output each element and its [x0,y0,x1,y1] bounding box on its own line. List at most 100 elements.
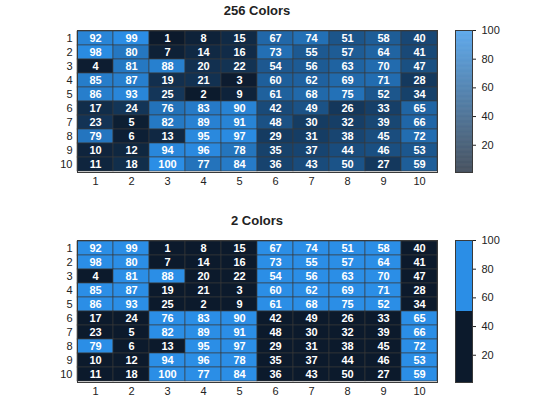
svg-text:29: 29 [269,130,281,142]
svg-text:67: 67 [269,32,281,44]
svg-text:92: 92 [89,32,101,44]
svg-text:45: 45 [377,130,389,142]
svg-text:2: 2 [66,256,72,268]
svg-text:30: 30 [305,326,317,338]
svg-text:19: 19 [161,74,173,86]
svg-text:96: 96 [197,144,209,156]
svg-text:1: 1 [92,175,98,187]
svg-text:6: 6 [272,385,278,397]
svg-text:54: 54 [269,60,282,72]
svg-text:100: 100 [158,158,176,170]
svg-text:69: 69 [341,74,353,86]
svg-text:40: 40 [413,242,425,254]
svg-text:66: 66 [413,116,425,128]
svg-text:1: 1 [164,32,170,44]
svg-text:48: 48 [269,116,281,128]
svg-text:36: 36 [269,158,281,170]
svg-text:7: 7 [66,326,72,338]
svg-text:52: 52 [377,88,389,100]
svg-text:2: 2 [128,175,134,187]
svg-text:95: 95 [197,130,209,142]
svg-text:76: 76 [161,102,173,114]
svg-text:1: 1 [66,32,72,44]
svg-text:58: 58 [377,32,389,44]
svg-text:100: 100 [158,368,176,380]
svg-text:75: 75 [341,298,353,310]
svg-text:8: 8 [66,130,72,142]
svg-text:46: 46 [377,144,389,156]
svg-text:39: 39 [377,326,389,338]
svg-text:7: 7 [164,46,170,58]
svg-text:51: 51 [341,32,353,44]
svg-text:98: 98 [89,46,101,58]
svg-text:84: 84 [233,158,246,170]
svg-text:5: 5 [66,298,72,310]
svg-text:57: 57 [341,256,353,268]
svg-text:80: 80 [482,53,494,65]
svg-text:28: 28 [413,284,425,296]
svg-text:23: 23 [89,326,101,338]
svg-text:29: 29 [269,340,281,352]
svg-text:97: 97 [233,340,245,352]
svg-text:5: 5 [66,88,72,100]
svg-text:7: 7 [308,385,314,397]
svg-text:87: 87 [125,284,137,296]
svg-text:54: 54 [269,270,282,282]
svg-text:3: 3 [236,74,242,86]
svg-text:79: 79 [89,130,101,142]
svg-text:20: 20 [482,139,494,151]
svg-text:67: 67 [269,242,281,254]
svg-text:27: 27 [377,158,389,170]
svg-text:47: 47 [413,270,425,282]
svg-text:32: 32 [341,116,353,128]
svg-text:31: 31 [305,130,317,142]
svg-text:85: 85 [89,74,101,86]
svg-text:9: 9 [236,298,242,310]
svg-text:2: 2 [66,46,72,58]
svg-text:18: 18 [125,368,137,380]
svg-text:9: 9 [380,175,386,187]
svg-text:21: 21 [197,284,209,296]
svg-text:17: 17 [89,312,101,324]
svg-text:93: 93 [125,88,137,100]
svg-text:4: 4 [92,60,99,72]
svg-text:32: 32 [341,326,353,338]
svg-text:4: 4 [92,270,99,282]
svg-text:45: 45 [377,340,389,352]
svg-text:33: 33 [377,312,389,324]
svg-text:66: 66 [413,326,425,338]
svg-text:26: 26 [341,102,353,114]
svg-text:11: 11 [90,368,102,380]
svg-text:50: 50 [341,158,353,170]
svg-text:53: 53 [413,144,425,156]
svg-text:60: 60 [482,291,494,303]
svg-text:63: 63 [341,60,353,72]
svg-text:7: 7 [308,175,314,187]
svg-text:64: 64 [377,46,390,58]
svg-text:89: 89 [197,116,209,128]
svg-text:9: 9 [66,144,72,156]
svg-text:10: 10 [89,354,101,366]
svg-text:6: 6 [272,175,278,187]
svg-text:25: 25 [161,298,173,310]
svg-text:77: 77 [197,368,209,380]
svg-text:34: 34 [413,88,426,100]
svg-text:61: 61 [269,88,281,100]
svg-text:95: 95 [197,340,209,352]
svg-text:42: 42 [269,102,281,114]
svg-text:76: 76 [161,312,173,324]
svg-text:56: 56 [305,60,317,72]
svg-text:10: 10 [60,158,72,170]
svg-text:19: 19 [161,284,173,296]
svg-text:60: 60 [269,284,281,296]
svg-text:97: 97 [233,130,245,142]
svg-text:6: 6 [128,340,134,352]
svg-text:22: 22 [233,60,245,72]
svg-text:2: 2 [128,385,134,397]
svg-text:8: 8 [200,32,206,44]
svg-text:18: 18 [125,158,137,170]
svg-text:49: 49 [305,312,317,324]
svg-text:11: 11 [90,158,102,170]
svg-text:98: 98 [89,256,101,268]
svg-text:10: 10 [413,175,425,187]
